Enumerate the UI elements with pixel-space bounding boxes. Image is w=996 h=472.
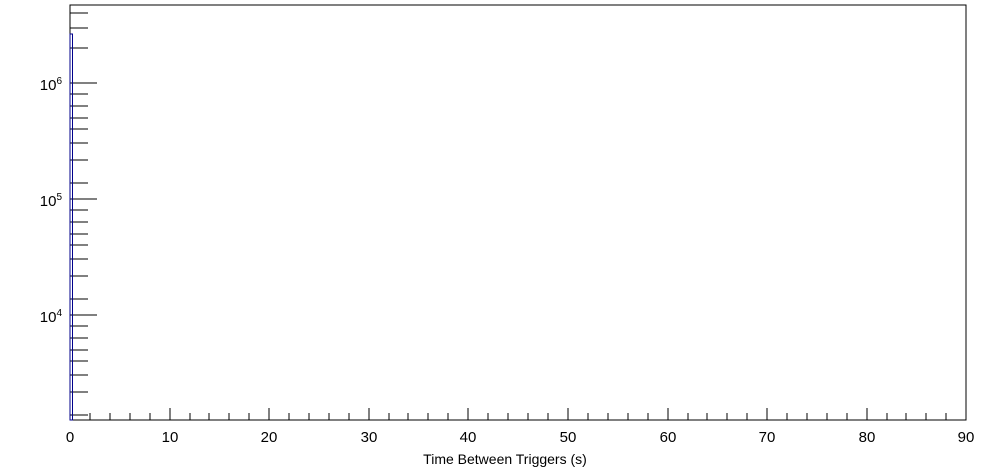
plot-frame (69, 4, 967, 421)
x-tick-label-90: 90 (958, 429, 975, 446)
y-tick-label-1e6: 106 (40, 76, 63, 94)
x-tick-label-10: 10 (162, 429, 179, 446)
x-tick-label-0: 0 (66, 429, 74, 446)
y-axis-labels: 106 105 104 (40, 76, 63, 326)
x-axis-labels: 0 10 20 30 40 50 60 70 80 90 (66, 429, 975, 446)
histogram-outline (69, 33, 74, 421)
y-tick-label-1e5: 105 (40, 192, 63, 210)
x-axis-title: Time Between Triggers (s) (423, 451, 587, 467)
x-tick-label-80: 80 (859, 429, 876, 446)
x-tick-label-50: 50 (560, 429, 577, 446)
x-tick-label-30: 30 (361, 429, 378, 446)
y-axis-ticks (70, 12, 97, 416)
x-tick-label-70: 70 (759, 429, 776, 446)
x-axis-ticks (69, 408, 967, 420)
histogram-data-series (69, 33, 74, 421)
x-tick-label-60: 60 (660, 429, 677, 446)
x-tick-label-20: 20 (261, 429, 278, 446)
y-tick-label-1e4: 104 (40, 308, 63, 326)
x-tick-label-40: 40 (460, 429, 477, 446)
